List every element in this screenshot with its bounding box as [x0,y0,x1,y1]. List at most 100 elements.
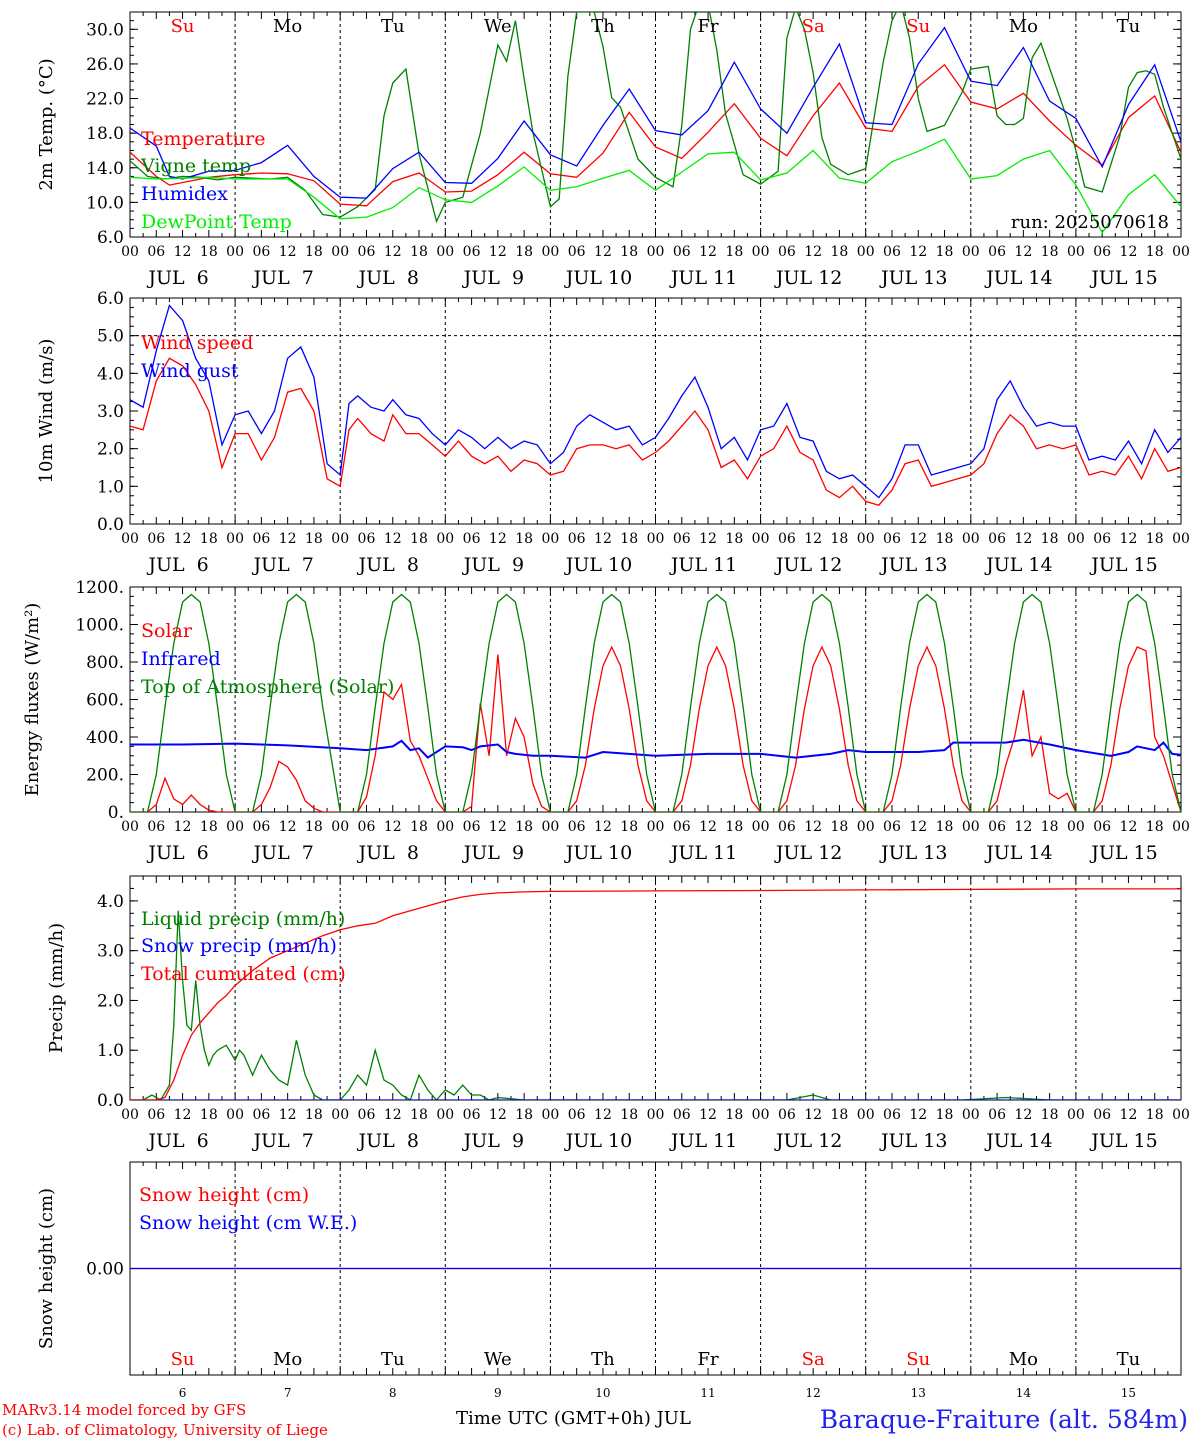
hour-label: 18 [515,819,533,835]
legend-entry: Snow height (cm) [139,1184,309,1206]
y-tick-label: 200. [86,766,124,786]
weekday-label: Fr [698,1349,719,1370]
day-number: 10 [595,1386,610,1400]
hour-label: 06 [883,531,901,547]
date-label: JUL 13 [879,842,947,864]
hour-label: 06 [988,819,1006,835]
date-label: JUL 14 [984,842,1052,864]
hour-label: 06 [252,1107,270,1123]
weekday-label: Mo [1009,1349,1038,1370]
date-label: JUL 10 [564,554,632,576]
weekday-label: Tu [381,16,405,37]
date-label: JUL 15 [1089,1130,1157,1152]
hour-label: 06 [568,819,586,835]
hour-label: 00 [857,531,875,547]
hour-label: 12 [1120,819,1138,835]
y-tick-label: 600. [86,691,124,711]
weekday-label: Su [171,1349,195,1370]
date-label: JUL 11 [669,842,737,864]
hour-label: 12 [174,531,192,547]
y-tick-label: 14.0 [86,159,124,179]
date-label: JUL 12 [774,267,842,289]
hour-label: 12 [489,1107,507,1123]
hour-label: 00 [331,531,349,547]
hour-label: 12 [279,531,297,547]
hour-label: 06 [673,819,691,835]
hour-label: 00 [436,244,454,260]
hour-label: 12 [489,819,507,835]
hour-label: 06 [988,244,1006,260]
hour-label: 12 [384,819,402,835]
weekday-label: Tu [1117,16,1141,37]
hour-label: 12 [1120,531,1138,547]
hour-label: 00 [226,819,244,835]
hour-label: 18 [515,1107,533,1123]
y-tick-label: 0.00 [86,1260,124,1280]
hour-label: 00 [226,244,244,260]
hour-label: 18 [305,531,323,547]
hour-label: 18 [515,531,533,547]
hour-label: 06 [778,1107,796,1123]
y-axis-title: Energy fluxes (W/m²) [22,603,43,797]
model-credit: MARv3.14 model forced by GFS [2,1401,246,1419]
hour-label: 06 [147,819,165,835]
hour-label: 00 [436,819,454,835]
hour-label: 06 [147,1107,165,1123]
hour-label: 00 [121,1107,139,1123]
y-tick-label: 0.0 [97,1091,124,1111]
hour-label: 00 [331,819,349,835]
hour-label: 06 [147,531,165,547]
hour-label: 00 [1067,244,1085,260]
date-label: JUL 14 [984,267,1052,289]
y-axis-title: Snow height (cm) [36,1188,57,1349]
legend-entry: Liquid precip (mm/h) [141,908,345,930]
hour-label: 06 [252,531,270,547]
date-label: JUL 7 [251,1130,313,1152]
hour-label: 00 [541,531,559,547]
hour-label: 18 [410,819,428,835]
hour-label: 18 [1041,819,1059,835]
legend-entry: Total cumulated (cm) [141,963,346,985]
hour-label: 00 [857,244,875,260]
y-tick-label: 6.0 [97,289,124,309]
hour-label: 12 [489,531,507,547]
date-label: JUL 6 [146,842,208,864]
hour-label: 12 [909,1107,927,1123]
legend-entry: Wind speed [141,332,253,354]
weekday-label: Tu [1117,1349,1141,1370]
hour-label: 18 [305,244,323,260]
hour-label: 06 [568,1107,586,1123]
date-label: JUL 12 [774,554,842,576]
hour-label: 12 [1014,1107,1032,1123]
legend-entry: Solar [141,620,193,642]
hour-label: 06 [1093,531,1111,547]
legend-entry: Snow precip (mm/h) [141,935,337,957]
weekday-label: Sa [802,16,825,37]
series-line-1 [130,357,1181,506]
series-line-1 [130,910,1181,1100]
hour-label: 00 [541,244,559,260]
weekday-label: Su [906,16,930,37]
hour-label: 18 [831,819,849,835]
hour-label: 18 [1146,244,1164,260]
hour-label: 06 [778,244,796,260]
date-label: JUL 13 [879,267,947,289]
hour-label: 12 [804,819,822,835]
hour-label: 06 [1093,1107,1111,1123]
hour-label: 18 [1146,531,1164,547]
y-tick-label: 30.0 [86,20,124,40]
y-tick-label: 1.0 [97,477,124,497]
hour-label: 00 [1067,531,1085,547]
hour-label: 18 [1041,531,1059,547]
hour-label: 06 [988,1107,1006,1123]
day-number: 13 [911,1386,926,1400]
hour-label: 00 [752,531,770,547]
legend-entry: Wind gust [141,360,239,382]
weekday-label: We [484,16,512,37]
hour-label: 00 [331,244,349,260]
date-label: JUL 7 [251,842,313,864]
date-label: JUL 11 [669,554,737,576]
weekday-label: We [484,1349,512,1370]
weekday-label: Su [906,1349,930,1370]
y-tick-label: 1000. [75,616,124,636]
